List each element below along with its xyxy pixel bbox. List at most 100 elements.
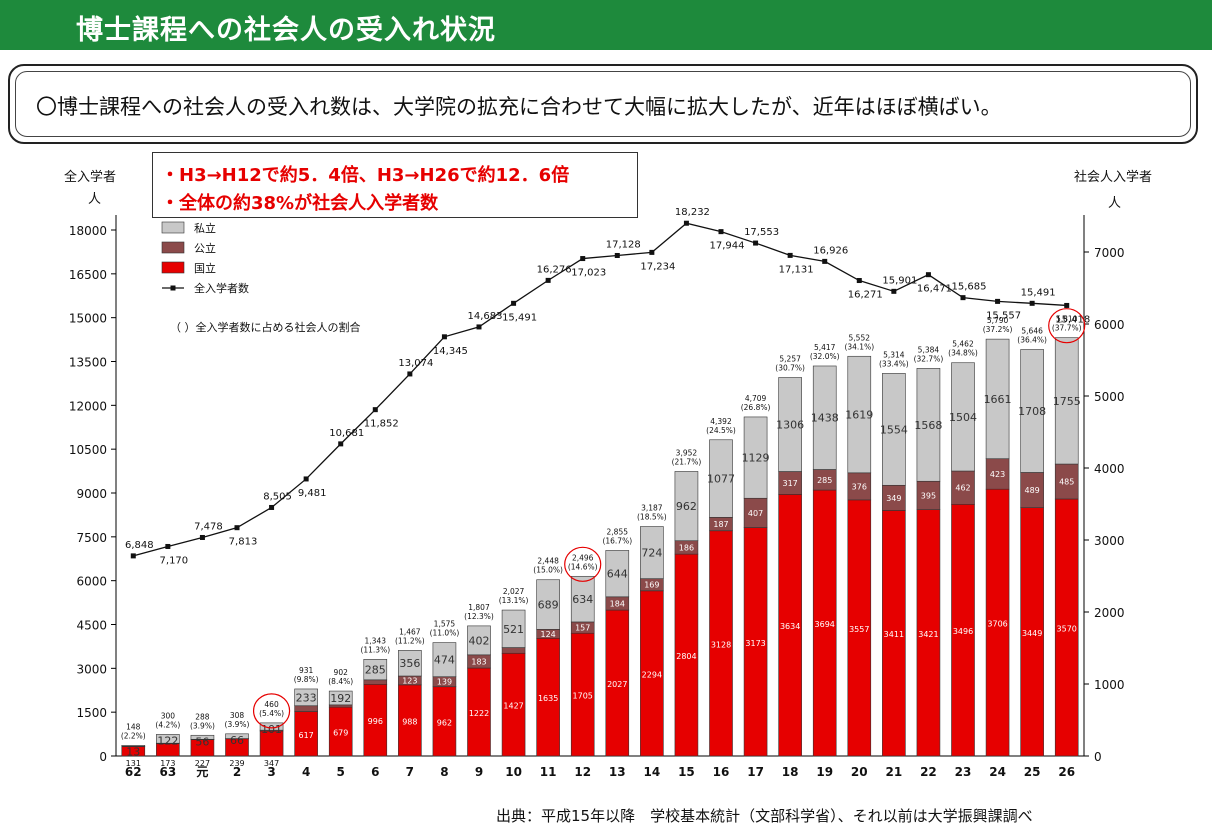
bar-private	[501, 609, 526, 648]
line-point	[511, 300, 517, 306]
category-label: 13	[609, 765, 626, 779]
public-value-label: 285	[817, 476, 832, 485]
bar-private	[467, 625, 491, 656]
total-value-label: 460	[264, 700, 279, 709]
private-value-label: 101	[261, 723, 282, 736]
public-value-label: 123	[402, 676, 417, 685]
national-value-label: 1222	[469, 709, 489, 718]
line-value-label: 10,681	[329, 428, 364, 439]
total-value-label: 2,496	[572, 553, 594, 562]
total-percent-label: (11.0%)	[430, 629, 460, 638]
private-value-label: 1755	[1053, 395, 1081, 408]
bar-private	[1020, 349, 1044, 473]
legend-label: 公立	[194, 241, 216, 255]
public-value-label: 124	[541, 630, 556, 639]
ratio-annotation: （ ）全入学者数に占める社会人の割合	[170, 320, 361, 334]
total-value-label: 5,384	[918, 345, 940, 354]
line-value-label: 17,553	[744, 227, 779, 238]
category-label: 20	[851, 765, 868, 779]
category-label: 9	[475, 765, 483, 779]
private-value-label: 1306	[776, 419, 804, 432]
total-percent-label: (8.4%)	[328, 677, 353, 686]
left-tick-label: 1500	[76, 706, 107, 720]
total-percent-label: (15.0%)	[533, 566, 563, 575]
national-value-label: 3128	[711, 640, 731, 649]
category-label: 24	[989, 765, 1006, 779]
right-tick-label: 7000	[1094, 246, 1125, 260]
total-value-label: 4,392	[710, 417, 732, 426]
national-value-label: 173	[160, 759, 175, 768]
line-point	[441, 334, 447, 340]
summary-inner-border	[15, 71, 1191, 137]
line-value-label: 17,944	[710, 241, 745, 252]
category-label: 23	[955, 765, 972, 779]
total-value-label: 148	[126, 722, 141, 731]
total-percent-label: (9.8%)	[294, 675, 319, 684]
total-value-label: 300	[161, 711, 176, 720]
category-label: 18	[782, 765, 799, 779]
category-label: 5	[337, 765, 345, 779]
national-value-label: 3570	[1057, 624, 1077, 633]
public-value-label: 489	[1025, 486, 1040, 495]
total-value-label: 902	[334, 668, 349, 677]
line-point	[822, 258, 828, 264]
total-value-label: 5,417	[814, 343, 836, 352]
category-label: 19	[816, 765, 833, 779]
bar-private	[294, 688, 318, 707]
total-percent-label: (37.2%)	[983, 325, 1013, 334]
total-percent-label: (34.8%)	[948, 349, 978, 358]
bar-public	[328, 704, 353, 708]
private-value-label: 634	[572, 593, 593, 606]
bar-private	[570, 575, 595, 623]
category-label: 15	[678, 765, 695, 779]
total-percent-label: (3.9%)	[190, 721, 215, 730]
total-value-label: 288	[195, 712, 210, 721]
total-percent-label: (24.5%)	[706, 426, 736, 435]
callout-line-1: ・H3→H12で約5．4倍、H3→H26で約12．6倍	[161, 165, 570, 186]
line-value-label: 16,471	[917, 284, 952, 295]
right-tick-label: 1000	[1094, 678, 1125, 692]
left-tick-label: 12000	[69, 399, 107, 413]
private-value-label: 1504	[949, 411, 977, 424]
private-value-label: 724	[641, 547, 662, 560]
national-value-label: 3496	[953, 627, 973, 636]
national-value-label: 347	[264, 759, 279, 768]
line-value-label: 11,852	[364, 419, 399, 430]
line-value-label: 17,128	[606, 239, 641, 250]
private-value-label: 402	[469, 634, 490, 647]
line-value-label: 7,170	[160, 555, 189, 566]
private-value-label: 285	[365, 664, 386, 677]
left-tick-label: 6000	[76, 575, 107, 589]
line-value-label: 17,234	[640, 261, 675, 272]
private-value-label: 66	[230, 734, 244, 747]
bar-public	[363, 679, 388, 685]
total-percent-label: (12.3%)	[464, 612, 494, 621]
left-tick-label: 7500	[76, 531, 107, 545]
category-label: 16	[713, 765, 730, 779]
category-label: 22	[920, 765, 937, 779]
category-label: 7	[406, 765, 414, 779]
bar-private	[743, 416, 768, 499]
line-point	[718, 229, 724, 235]
left-tick-label: 0	[99, 750, 107, 764]
national-value-label: 3173	[745, 639, 765, 648]
line-value-label: 15,685	[952, 282, 987, 293]
category-label: 2	[233, 765, 241, 779]
category-label: 21	[886, 765, 903, 779]
total-percent-label: (37.7%)	[1052, 324, 1082, 333]
left-axis-unit: 人	[88, 192, 102, 207]
total-percent-label: (11.2%)	[395, 636, 425, 645]
national-value-label: 3706	[987, 620, 1007, 629]
legend-line-marker	[170, 285, 176, 291]
private-value-label: 644	[607, 568, 628, 581]
private-value-label: 1077	[707, 473, 735, 486]
national-value-label: 679	[333, 729, 348, 738]
public-value-label: 407	[748, 509, 763, 518]
bar-private	[709, 439, 733, 518]
national-value-label: 1635	[538, 694, 558, 703]
total-percent-label: (3.9%)	[225, 720, 250, 729]
private-value-label: 1438	[811, 412, 839, 425]
total-percent-label: (11.3%)	[360, 645, 390, 654]
line-point	[614, 252, 620, 258]
total-percent-label: (16.7%)	[602, 536, 632, 545]
